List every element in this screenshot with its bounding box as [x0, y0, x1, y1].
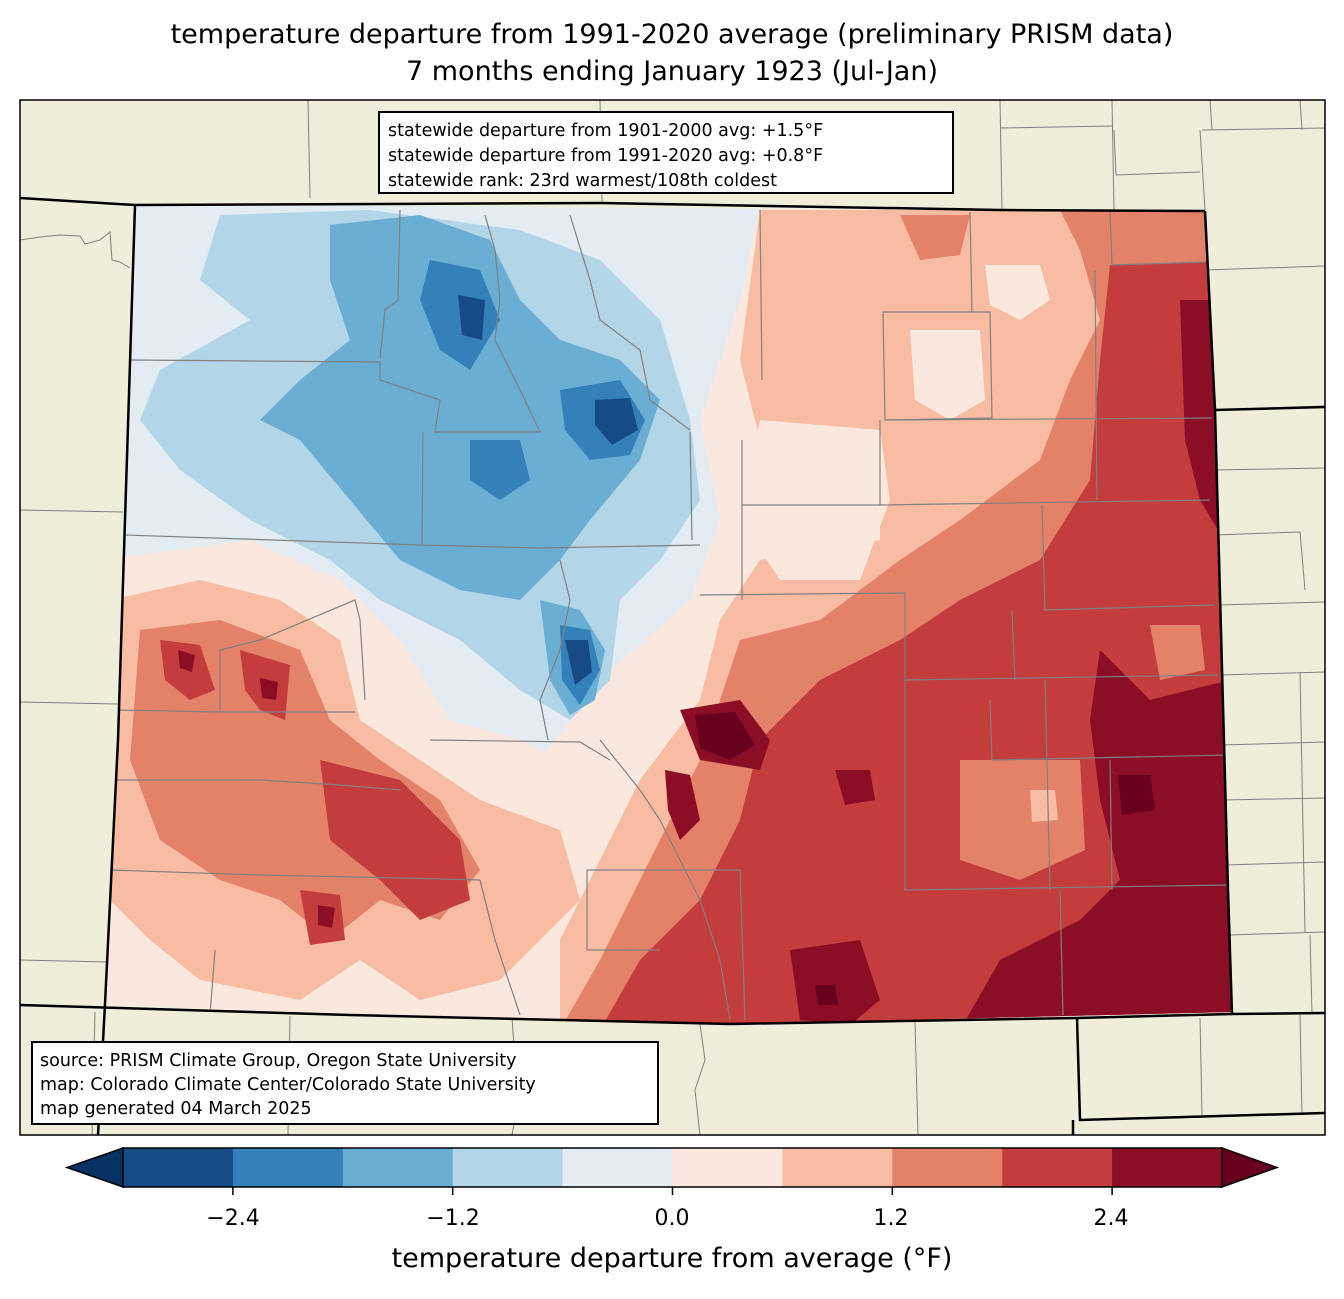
source-line-map: map: Colorado Climate Center/Colorado St… — [40, 1075, 536, 1095]
colorbar-bin — [562, 1148, 673, 1187]
source-line-generated: map generated 04 March 2025 — [40, 1099, 312, 1119]
colorbar-bin — [1112, 1148, 1223, 1187]
contour-level-0-0.6-east-island2 — [910, 330, 985, 420]
colorbar-bin — [232, 1148, 344, 1187]
map-frame — [19, 99, 1326, 1136]
colorbar-bin — [342, 1148, 454, 1187]
source-line-prism: source: PRISM Climate Group, Oregon Stat… — [40, 1051, 517, 1071]
colorbar-bin — [782, 1148, 893, 1187]
stats-line-1901-2000: statewide departure from 1901-2000 avg: … — [388, 121, 824, 141]
colorbar-label: temperature departure from average (°F) — [391, 1243, 953, 1274]
temperature-contours — [105, 205, 1232, 1024]
contour-level-max — [695, 712, 755, 760]
colorbar — [64, 1146, 1280, 1195]
contour-level-above-2.4-east3 — [790, 940, 880, 1024]
contour-level-above-2.4-east2 — [960, 650, 1232, 1024]
contour-level-0-0.6-east-island3 — [985, 265, 1050, 320]
stats-line-rank: statewide rank: 23rd warmest/108th colde… — [388, 171, 777, 191]
colorbar-bin — [1002, 1148, 1113, 1187]
state-borders — [20, 196, 1325, 1135]
contour-level-above-2.4-east5 — [665, 770, 700, 840]
source-box: source: PRISM Climate Group, Oregon Stat… — [31, 1041, 659, 1125]
stats-line-1991-2020: statewide departure from 1991-2020 avg: … — [388, 146, 824, 166]
contour-level-above-2.4-west — [178, 650, 195, 672]
contour-level-above-2.4-west3 — [318, 905, 335, 928]
colorbar-tick-label: 1.2 — [873, 1206, 909, 1231]
colorbar-bin — [123, 1148, 234, 1187]
contour-level-0-0.6-east-island — [740, 420, 890, 580]
contour-level-1.2-1.8-east-island2 — [1150, 625, 1205, 680]
contour-level-0.6-1.2-east-island4 — [1030, 790, 1058, 822]
contour-level-max3 — [815, 985, 838, 1005]
colorbar-tick-label: −1.2 — [426, 1206, 480, 1231]
contour-level-1.2-1.8-east2 — [900, 215, 970, 260]
contour-level-1.8-2.4-west3 — [320, 760, 470, 920]
colorbar-tick-label: 0.0 — [654, 1206, 690, 1231]
colorbar-over-arrow — [1221, 1146, 1280, 1189]
map-subtitle: 7 months ending January 1923 (Jul-Jan) — [406, 56, 938, 87]
contour-level-neg2.4-neg1.8d — [470, 440, 530, 500]
contour-level-below-neg2.4b — [595, 398, 638, 445]
colorbar-under-arrow — [64, 1146, 124, 1189]
colorbar-tick-label: 2.4 — [1093, 1206, 1129, 1231]
map-title: temperature departure from 1991-2020 ave… — [170, 19, 1174, 50]
county-lines — [109, 209, 1229, 1021]
colorbar-tick-label: −2.4 — [206, 1206, 260, 1231]
contour-level-neg1.8-neg1.2 — [260, 215, 660, 600]
contour-level-below-neg2.4c — [565, 640, 592, 685]
contour-level-max2 — [1118, 775, 1155, 815]
statewide-stats-box: statewide departure from 1901-2000 avg: … — [378, 111, 954, 194]
colorbar-bin — [892, 1148, 1003, 1187]
colorbar-bin — [452, 1148, 564, 1187]
colorbar-bin — [672, 1148, 783, 1187]
contour-level-above-2.4-east6 — [835, 770, 875, 805]
contour-level-below-neg2.4 — [458, 295, 485, 340]
contour-level-above-2.4-west2 — [260, 678, 278, 700]
contour-level-above-2.4-east — [1180, 300, 1218, 530]
